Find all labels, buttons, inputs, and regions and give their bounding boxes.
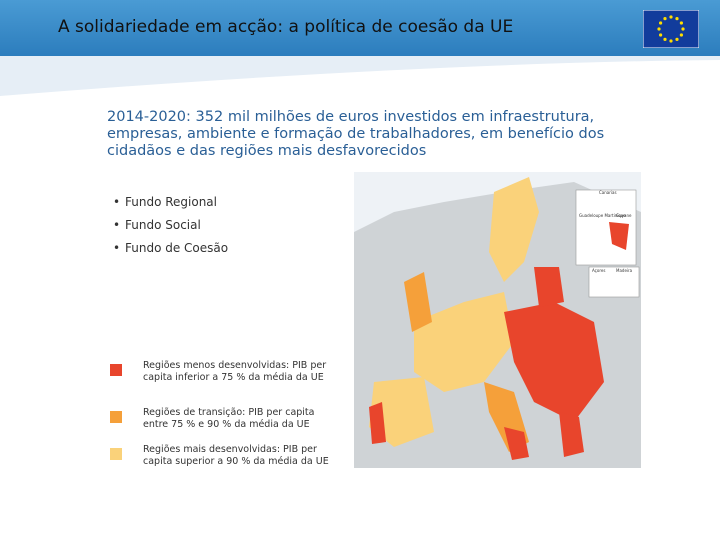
inset-label: Guadeloupe Martinique [579, 213, 626, 218]
legend-swatch [110, 448, 122, 460]
flag-star [681, 27, 685, 31]
swoosh [0, 56, 720, 96]
eu-flag [643, 10, 699, 48]
eu-map: Canarias Guadeloupe Martinique Guyane Aç… [354, 172, 641, 468]
flag-star [659, 33, 663, 37]
inset-label: Madeira [616, 268, 633, 273]
legend-label: Regiões mais desenvolvidas: PIB per capi… [143, 444, 329, 467]
bullet-text: Fundo de Coesão [125, 241, 229, 255]
inset-label: Canarias [599, 190, 617, 195]
flag-star [679, 21, 683, 25]
flag-star [663, 17, 667, 21]
flag-star [659, 21, 663, 25]
bullet: • Fundo Social [113, 218, 201, 232]
flag-star [675, 17, 679, 21]
header-bar: A solidariedade em acção: a política de … [0, 0, 720, 56]
flag-star [669, 15, 673, 19]
slide-title: A solidariedade em acção: a política de … [58, 17, 514, 37]
inset-label: Guyane [616, 213, 632, 218]
bullet: • Fundo de Coesão [113, 241, 229, 255]
flag-star [679, 33, 683, 37]
legend-label: Regiões de transição: PIB per capita ent… [143, 407, 315, 430]
bullet-text: Fundo Social [125, 218, 201, 232]
legend-swatch [110, 364, 122, 376]
inset-label: Açores [592, 268, 605, 273]
flag-star [675, 37, 679, 41]
legend-swatch [110, 411, 122, 423]
bullet-text: Fundo Regional [125, 195, 217, 209]
flag-star [657, 27, 661, 31]
legend-label: Regiões menos desenvolvidas: PIB per cap… [143, 360, 327, 383]
flag-star [663, 37, 667, 41]
subtitle: 2014-2020: 352 mil milhões de euros inve… [107, 109, 605, 159]
bullet: • Fundo Regional [113, 195, 217, 209]
flag-star [669, 39, 673, 43]
